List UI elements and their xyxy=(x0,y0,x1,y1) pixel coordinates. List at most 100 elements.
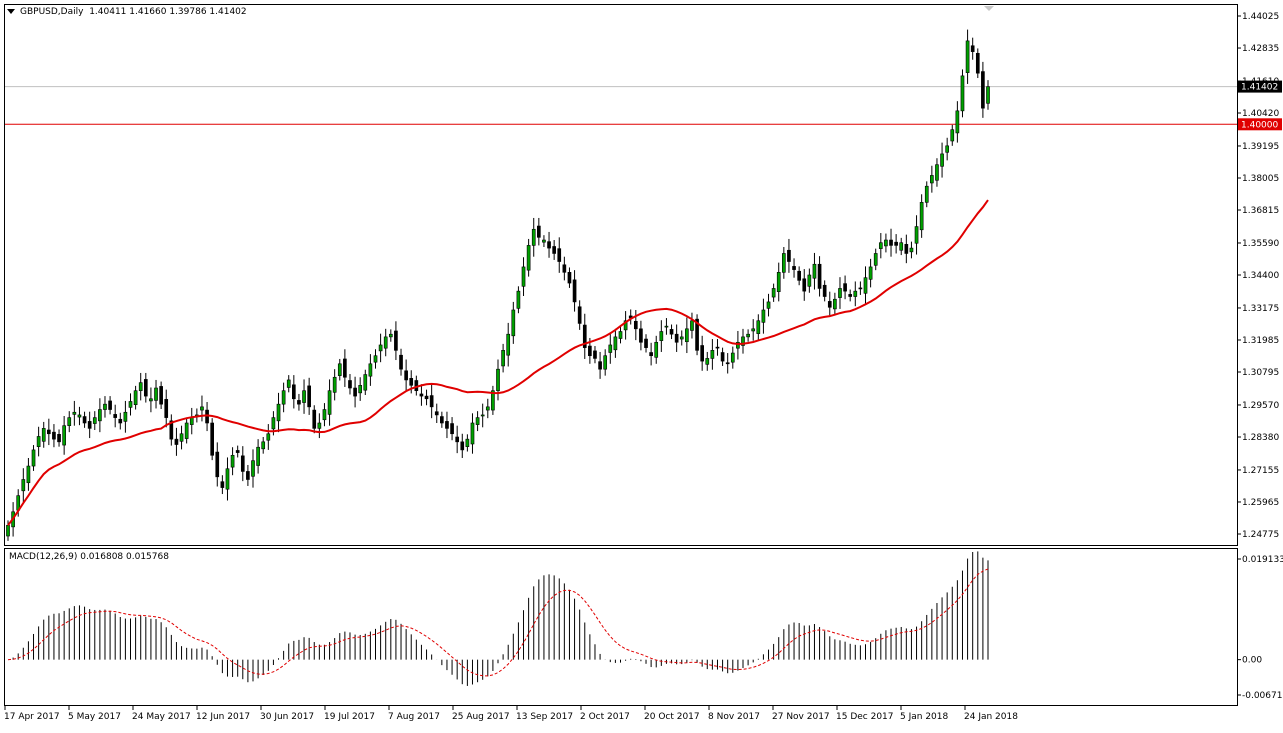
horizontal-lines[interactable] xyxy=(5,86,1237,125)
candle-body xyxy=(679,336,684,340)
time-tick-label: 20 Oct 2017 xyxy=(644,712,700,722)
scroll-marker-icon[interactable] xyxy=(984,6,994,11)
candle-body xyxy=(41,428,46,442)
candle-body xyxy=(725,362,730,365)
candle-body xyxy=(884,239,888,247)
candle-body xyxy=(582,324,587,348)
candle-body xyxy=(383,336,388,349)
candle-body xyxy=(174,438,179,445)
macd-tick-label: -0.006718 xyxy=(1242,691,1283,701)
candle-body xyxy=(919,202,924,231)
candle-body xyxy=(644,338,648,348)
candle-body xyxy=(751,328,756,332)
candle-body xyxy=(460,441,465,451)
candle-body xyxy=(128,401,133,408)
ohlc-label: 1.40411 1.41660 1.39786 1.41402 xyxy=(89,7,247,17)
macd-tick-label: 0.00 xyxy=(1242,656,1262,666)
candle-body xyxy=(965,40,970,73)
main-panel-frame xyxy=(4,4,1238,546)
candle-body xyxy=(593,350,597,359)
candle-body xyxy=(215,451,220,478)
candle-body xyxy=(26,465,31,484)
price-tick-label: 1.42835 xyxy=(1242,44,1279,54)
candle-body xyxy=(690,320,694,331)
candle-body xyxy=(98,409,102,422)
candle-body xyxy=(67,417,72,426)
macd-signal-path xyxy=(7,568,989,677)
candle-body xyxy=(894,241,898,246)
time-tick-label: 27 Nov 2017 xyxy=(772,712,830,722)
time-tick-label: 30 Jun 2017 xyxy=(260,712,314,722)
candle-body xyxy=(802,278,807,292)
candle-body xyxy=(858,287,863,290)
price-tick-label: 1.39195 xyxy=(1242,142,1279,152)
candle-body xyxy=(909,247,914,253)
price-tick-label: 1.40420 xyxy=(1242,109,1279,119)
level-text: 1.40000 xyxy=(1241,120,1278,130)
candle-body xyxy=(761,309,766,323)
candle-body xyxy=(87,421,92,429)
candle-body xyxy=(776,272,781,292)
candle-body xyxy=(368,363,373,377)
candle-body xyxy=(143,379,148,397)
candle-body xyxy=(230,454,235,468)
candle-body xyxy=(394,330,398,351)
candle-body xyxy=(455,436,459,443)
candle-body xyxy=(970,45,975,52)
candle-body xyxy=(297,400,301,405)
candle-body xyxy=(807,274,812,287)
candle-body xyxy=(623,320,628,331)
candle-body xyxy=(639,328,643,343)
macd-panel-frame xyxy=(4,548,1238,706)
candle-body xyxy=(577,306,582,324)
candle-body xyxy=(705,358,710,365)
candle-body xyxy=(108,400,112,410)
candle-body xyxy=(526,245,531,271)
price-tick-label: 1.33175 xyxy=(1242,304,1279,314)
candle-body xyxy=(266,433,271,441)
candles xyxy=(6,29,990,541)
candle-body xyxy=(557,248,562,262)
candle-body xyxy=(154,387,158,401)
candle-body xyxy=(307,385,311,408)
candle-body xyxy=(200,406,204,411)
candle-body xyxy=(138,382,143,392)
candle-body xyxy=(358,385,363,394)
price-tick-label: 1.27155 xyxy=(1242,466,1279,476)
candle-body xyxy=(838,288,842,298)
candle-body xyxy=(343,358,347,378)
candle-body xyxy=(169,420,174,440)
candle-body xyxy=(812,263,817,279)
candle-body xyxy=(960,75,965,112)
candle-body xyxy=(674,333,679,343)
price-tick-label: 1.29570 xyxy=(1242,401,1279,411)
candle-body xyxy=(873,253,878,266)
candle-body xyxy=(184,422,189,439)
time-tick-label: 5 Jan 2018 xyxy=(900,712,948,722)
candle-body xyxy=(940,153,944,167)
price-tick-label: 1.34400 xyxy=(1242,271,1279,281)
candle-body xyxy=(542,239,546,243)
candle-body xyxy=(348,380,352,389)
candle-body xyxy=(649,352,653,357)
time-tick-label: 24 Jan 2018 xyxy=(964,712,1018,722)
candle-body xyxy=(72,411,77,415)
level-tag xyxy=(1238,118,1282,131)
collapse-arrow-icon[interactable] xyxy=(7,9,15,14)
candle-body xyxy=(286,379,291,388)
candle-body xyxy=(889,239,893,246)
candle-body xyxy=(863,277,868,294)
candle-body xyxy=(853,290,858,297)
candle-body xyxy=(572,279,577,303)
candle-body xyxy=(47,429,51,435)
candle-body xyxy=(822,284,827,297)
candle-body xyxy=(531,228,536,246)
candle-body xyxy=(292,384,296,400)
candle-body xyxy=(31,449,36,467)
chart-title: GBPUSD,Daily 1.40411 1.41660 1.39786 1.4… xyxy=(20,7,247,17)
candle-body xyxy=(378,344,383,352)
candle-body xyxy=(103,403,107,410)
candle-body xyxy=(618,331,623,339)
